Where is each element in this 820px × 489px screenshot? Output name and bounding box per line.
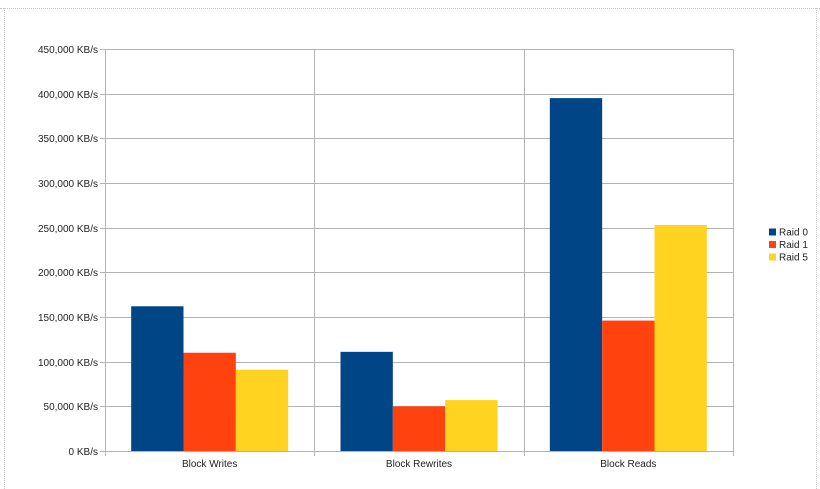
bar — [549, 98, 603, 451]
bar — [392, 406, 446, 451]
y-tick-label: 150,000 KB/s — [38, 313, 98, 324]
x-tick-label: Block Writes — [182, 459, 237, 470]
y-tick-label: 250,000 KB/s — [38, 224, 98, 235]
y-tick-label: 350,000 KB/s — [38, 134, 98, 145]
bar — [654, 224, 707, 451]
legend-swatch — [769, 241, 776, 248]
y-tick-label: 200,000 KB/s — [38, 268, 98, 279]
bar — [183, 352, 236, 451]
legend-label: Raid 1 — [779, 240, 808, 251]
bar — [445, 400, 498, 451]
bar — [131, 306, 184, 451]
y-tick-label: 50,000 KB/s — [44, 402, 98, 413]
axis-layer: 0 KB/s 50,000 KB/s 100,000 KB/s 150,000 KB/… — [38, 45, 733, 470]
legend-label: Raid 0 — [779, 228, 808, 239]
ruler-right — [816, 8, 820, 489]
y-tick-label: 100,000 KB/s — [38, 358, 98, 369]
legend-swatch — [769, 253, 776, 261]
y-tick-label: 400,000 KB/s — [38, 90, 98, 101]
bar — [602, 320, 655, 451]
ruler-top — [0, 0, 820, 9]
x-tick-label: Block Reads — [600, 459, 656, 470]
y-tick-label: 300,000 KB/s — [38, 179, 98, 190]
bar — [340, 351, 393, 451]
x-tick-label: Block Rewrites — [386, 459, 452, 470]
ruler-left — [0, 8, 5, 489]
legend-swatch — [769, 228, 776, 236]
legend-label: Raid 5 — [779, 253, 808, 264]
y-tick-label: 450,000 KB/s — [38, 45, 98, 56]
bar — [235, 369, 289, 451]
y-tick-label: 0 KB/s — [69, 447, 98, 458]
bars-layer — [131, 98, 707, 451]
